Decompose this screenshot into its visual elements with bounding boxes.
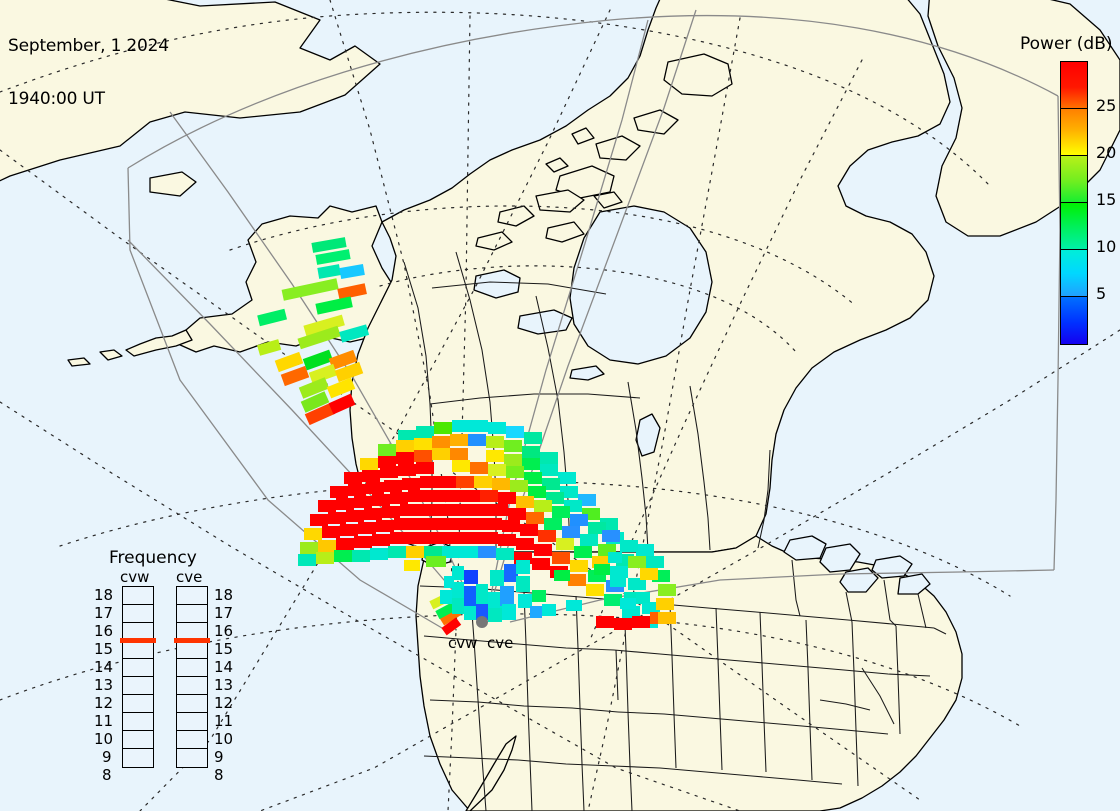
freq-tick-cvw-12: 12 (94, 694, 114, 712)
colorbar-tick-15: 15 (1096, 190, 1117, 209)
timestamp-block: September, 1 2024 1940:00 UT (8, 2, 169, 145)
freq-cell (177, 659, 207, 677)
frequency-marker-cvw (120, 638, 156, 643)
colorbar-tick-20: 20 (1096, 143, 1117, 162)
colorbar-tick-10: 10 (1096, 237, 1117, 256)
map-radar-label-cve: cve (487, 634, 514, 652)
freq-tick-cve-12: 12 (214, 694, 234, 712)
freq-cell (123, 605, 153, 623)
freq-tick-cvw-15: 15 (94, 640, 114, 658)
backscatter-group-main-arc (298, 420, 676, 630)
colorbar-segment (1061, 297, 1087, 344)
freq-tick-cve-16: 16 (214, 622, 234, 640)
freq-tick-cvw-13: 13 (94, 676, 114, 694)
freq-tick-cve-18: 18 (214, 586, 234, 604)
colorbar-segment (1061, 156, 1087, 203)
frequency-legend-title: Frequency (109, 548, 197, 568)
freq-tick-cve-9: 9 (214, 748, 224, 766)
colorbar-segment (1061, 250, 1087, 297)
freq-cell (174, 623, 210, 643)
freq-tick-cvw-8: 8 (102, 766, 112, 784)
freq-cell (177, 713, 207, 731)
freq-cell (177, 677, 207, 695)
map-radar-label-cvw: cvw (448, 634, 478, 652)
colorbar-segment (1061, 203, 1087, 250)
freq-tick-cvw-9: 9 (102, 748, 112, 766)
freq-cell (123, 677, 153, 695)
freq-cell (177, 605, 207, 623)
freq-tick-cvw-17: 17 (94, 604, 114, 622)
frequency-bar-cvw (120, 586, 156, 768)
colorbar-tick-25: 25 (1096, 96, 1117, 115)
colorbar-tick-5: 5 (1096, 284, 1107, 303)
frequency-marker-cve (174, 638, 210, 643)
freq-cell (123, 659, 153, 677)
plot-date: September, 1 2024 (8, 35, 169, 56)
power-colorbar (1060, 61, 1088, 345)
colorbar-segment (1061, 62, 1087, 109)
freq-tick-cve-10: 10 (214, 730, 234, 748)
freq-cell (177, 731, 207, 749)
freq-cell (177, 587, 207, 605)
plot-time: 1940:00 UT (8, 89, 105, 110)
freq-tick-cvw-14: 14 (94, 658, 114, 676)
freq-tick-cve-17: 17 (214, 604, 234, 622)
freq-tick-cve-15: 15 (214, 640, 234, 658)
frequency-bar-cve (174, 586, 210, 768)
freq-tick-cve-13: 13 (214, 676, 234, 694)
freq-tick-cve-11: 11 (214, 712, 234, 730)
freq-cell (177, 641, 207, 659)
freq-cell (120, 623, 156, 643)
freq-tick-cve-14: 14 (214, 658, 234, 676)
colorbar-title: Power (dB) (1020, 34, 1113, 54)
freq-cell (123, 695, 153, 713)
frequency-radar-name-cvw: cvw (120, 568, 150, 586)
freq-tick-cvw-18: 18 (94, 586, 114, 604)
freq-cell (123, 749, 153, 767)
freq-cell (123, 641, 153, 659)
freq-tick-cve-8: 8 (214, 766, 224, 784)
colorbar-segment (1061, 109, 1087, 156)
freq-cell (177, 695, 207, 713)
freq-cell (123, 587, 153, 605)
freq-cell (123, 713, 153, 731)
backscatter-group-near-range (404, 552, 650, 636)
freq-tick-cvw-10: 10 (94, 730, 114, 748)
radar-site-marker (476, 616, 488, 628)
backscatter-group-north (257, 237, 370, 426)
freq-cell (123, 731, 153, 749)
backscatter-cells (257, 237, 676, 636)
frequency-radar-name-cve: cve (176, 568, 203, 586)
freq-cell (177, 749, 207, 767)
freq-tick-cvw-11: 11 (94, 712, 114, 730)
freq-tick-cvw-16: 16 (94, 622, 114, 640)
